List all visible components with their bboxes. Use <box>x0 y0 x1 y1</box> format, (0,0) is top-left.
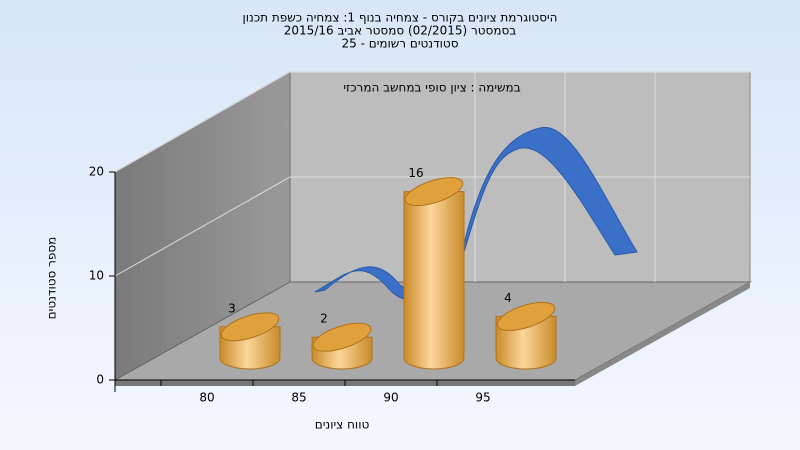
y-tick-label: 0 <box>96 373 104 387</box>
annotation: במשימה : ציון סופי במחשב המרכזי <box>343 81 520 95</box>
floor-edge <box>575 282 750 386</box>
x-axis-label: טווח ציונים <box>315 418 370 432</box>
chart-title: סטודנטים רשומים - 25 <box>341 37 458 51</box>
bar-top <box>220 312 280 342</box>
bar-body <box>403 191 465 370</box>
y-axis-label: מספר סטודנטים <box>45 237 59 320</box>
grid <box>114 71 750 277</box>
x-tick-label: 90 <box>383 391 398 405</box>
y-tick-label: 20 <box>89 165 104 179</box>
value-label: 3 <box>228 301 236 315</box>
x-tick-label: 95 <box>475 391 490 405</box>
bar-top <box>404 177 464 207</box>
grid-line <box>114 71 750 173</box>
y-tick-label: 10 <box>89 269 104 283</box>
x-tick-label: 80 <box>199 391 214 405</box>
bar <box>495 301 557 370</box>
value-label: 16 <box>408 166 423 180</box>
bar-top <box>496 301 556 331</box>
x-tick-label: 85 <box>291 391 306 405</box>
bar <box>219 312 281 370</box>
value-label: 4 <box>504 291 512 305</box>
bar-top <box>312 322 372 352</box>
chart-title: בסמסטר (02/2015) סמסטר אביב 2015/16 <box>284 24 516 38</box>
chart-title: היסטוגרמת ציונים בקורס - צמחיה בנוף 1: צ… <box>242 11 557 25</box>
grid-line <box>114 176 750 277</box>
value-label: 2 <box>320 312 328 326</box>
bar <box>311 322 373 370</box>
bars: 3 2 16 4 <box>219 166 557 370</box>
bar <box>403 177 465 370</box>
